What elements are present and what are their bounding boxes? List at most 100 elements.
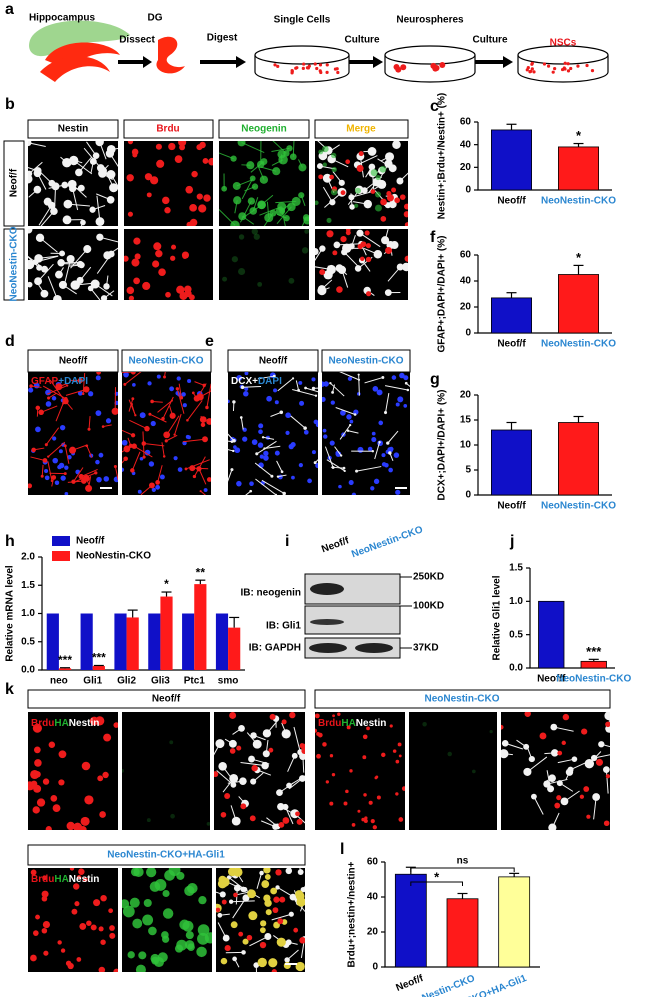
y-axis-label: DCX+;DAPI+/DAPI+ (%) bbox=[437, 390, 448, 501]
cell bbox=[181, 392, 186, 397]
stain-part: Nestin bbox=[69, 874, 100, 885]
cell bbox=[30, 780, 38, 788]
cell bbox=[133, 237, 141, 245]
cell bbox=[554, 802, 561, 809]
cell bbox=[301, 747, 305, 755]
cell bbox=[35, 405, 41, 411]
cell bbox=[365, 256, 372, 263]
micrograph bbox=[122, 868, 212, 972]
cell bbox=[131, 443, 137, 449]
fiber bbox=[335, 407, 356, 415]
cell bbox=[260, 920, 267, 927]
cell bbox=[67, 454, 72, 460]
image-content bbox=[315, 229, 408, 297]
cell bbox=[177, 467, 183, 472]
x-tick-label: NeoNestin-CKO bbox=[541, 196, 616, 207]
cell bbox=[531, 793, 537, 800]
cell bbox=[270, 474, 274, 478]
y-tick-label: 1.0 bbox=[509, 596, 523, 607]
cell bbox=[199, 490, 202, 493]
cell bbox=[317, 732, 323, 738]
cell bbox=[41, 265, 48, 273]
x-tick-label: Gli3 bbox=[151, 676, 170, 687]
micrograph bbox=[122, 372, 211, 495]
micrograph bbox=[124, 229, 213, 300]
fiber bbox=[206, 383, 211, 408]
cell bbox=[396, 263, 404, 271]
cell bbox=[248, 755, 255, 763]
cell bbox=[388, 451, 392, 455]
band bbox=[355, 643, 393, 653]
cell bbox=[153, 956, 165, 968]
cell bbox=[66, 821, 75, 830]
cell bbox=[270, 887, 278, 895]
legend-label: Neof/f bbox=[76, 536, 105, 547]
cell bbox=[83, 245, 92, 254]
cell bbox=[184, 285, 192, 294]
image-background bbox=[28, 868, 118, 972]
cell bbox=[351, 492, 357, 495]
cell bbox=[51, 475, 57, 480]
cell bbox=[284, 957, 290, 963]
cell bbox=[262, 729, 272, 738]
significance: * bbox=[576, 250, 582, 265]
fiber bbox=[228, 433, 235, 442]
fiber bbox=[256, 440, 277, 455]
fiber bbox=[339, 424, 351, 440]
cell bbox=[264, 933, 272, 941]
fiber bbox=[200, 490, 207, 495]
cell bbox=[304, 229, 309, 234]
cell bbox=[142, 914, 154, 926]
cell bbox=[131, 258, 140, 267]
cell bbox=[548, 774, 556, 782]
cell bbox=[103, 283, 110, 290]
fiber bbox=[315, 248, 323, 262]
fiber bbox=[45, 427, 60, 445]
cell bbox=[123, 382, 127, 386]
cell bbox=[366, 726, 370, 731]
cell bbox=[40, 289, 49, 298]
cell bbox=[148, 461, 155, 467]
cell bbox=[396, 177, 404, 185]
cell bbox=[57, 259, 65, 267]
cell bbox=[561, 740, 566, 746]
sphere bbox=[432, 65, 439, 72]
fiber bbox=[209, 421, 211, 425]
diagram-label: Hippocampus bbox=[29, 13, 96, 24]
cell bbox=[368, 163, 376, 171]
cell bbox=[242, 427, 247, 432]
y-axis-label: GFAP+;DAPI+/DAPI+ (%) bbox=[437, 236, 448, 353]
fiber bbox=[228, 440, 232, 443]
cell bbox=[285, 412, 291, 419]
cell bbox=[403, 203, 408, 210]
cell bbox=[41, 890, 49, 898]
cell-dot bbox=[336, 70, 340, 75]
cell bbox=[556, 780, 563, 787]
fiber bbox=[339, 372, 360, 381]
cell bbox=[53, 294, 62, 300]
cell bbox=[109, 183, 118, 193]
cell bbox=[45, 826, 52, 830]
cell bbox=[231, 256, 238, 263]
cell bbox=[345, 789, 349, 794]
bar bbox=[182, 613, 195, 670]
cell bbox=[164, 207, 171, 214]
cell bbox=[380, 198, 387, 206]
fiber bbox=[59, 262, 81, 265]
cell bbox=[230, 781, 237, 788]
panel-label: e bbox=[205, 333, 214, 350]
cell bbox=[76, 875, 82, 880]
bar bbox=[490, 129, 532, 191]
cell bbox=[174, 155, 183, 163]
cell bbox=[52, 436, 57, 441]
fiber bbox=[80, 468, 98, 478]
cell bbox=[356, 164, 364, 172]
cell bbox=[63, 472, 67, 476]
fiber bbox=[277, 474, 287, 478]
fiber bbox=[334, 446, 342, 456]
bar bbox=[58, 668, 72, 670]
cell bbox=[291, 475, 295, 480]
panel-label: g bbox=[430, 371, 440, 388]
cell bbox=[28, 170, 33, 177]
x-tick-label: neo bbox=[50, 676, 68, 687]
